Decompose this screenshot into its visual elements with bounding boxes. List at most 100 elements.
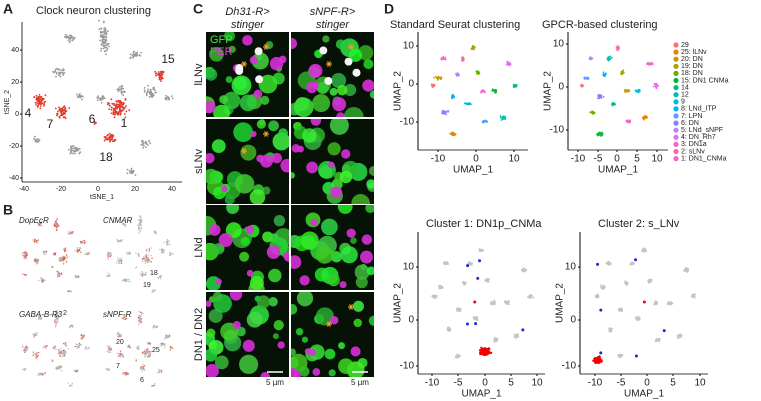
cell-point (71, 384, 73, 387)
cell-point (490, 300, 493, 303)
cell-point (137, 345, 139, 347)
cell-point (64, 350, 67, 352)
cell-point (41, 317, 43, 319)
cell-point (59, 347, 62, 350)
cell-point (124, 278, 127, 281)
cell-point (58, 117, 61, 119)
cell-point (108, 102, 111, 105)
cell-point (114, 111, 117, 114)
cell-point (483, 120, 486, 123)
cell-point (76, 275, 78, 277)
cell-point (118, 333, 121, 335)
cell-point (119, 85, 121, 88)
cell-point (444, 58, 447, 61)
cell-point (136, 54, 139, 57)
cell-point (129, 346, 131, 349)
x-tick-label: 40 (168, 186, 176, 193)
cell-point (138, 232, 140, 234)
cell-point (653, 303, 656, 306)
cell-point (34, 258, 36, 261)
highlight-cell (634, 258, 638, 262)
cell-point (113, 140, 115, 143)
gfp-cell (327, 274, 340, 287)
cell-point (64, 108, 66, 111)
cell-point (24, 256, 27, 258)
cell-point (53, 347, 56, 349)
cell-point (654, 301, 657, 304)
cell-point (65, 352, 67, 355)
gfp-cell (363, 59, 374, 70)
cell-point (123, 106, 126, 109)
cell-point (52, 359, 54, 362)
cell-point (472, 48, 475, 51)
cell-point (63, 69, 65, 72)
cell-point (108, 273, 110, 276)
highlight-cell (596, 262, 600, 266)
cell-point (83, 242, 86, 244)
cell-point (57, 314, 59, 316)
gfp-cell (258, 119, 266, 126)
cell-point (68, 232, 70, 234)
gfp-cell (206, 168, 219, 185)
legend-swatch (673, 77, 679, 84)
legend-label: 12 (681, 92, 689, 99)
cell-point (619, 354, 622, 357)
cell-point (617, 355, 620, 358)
cell-point (438, 284, 441, 287)
cell-point (139, 227, 141, 230)
cell-point (143, 91, 146, 93)
column-header: sNPF-R> (310, 6, 356, 18)
cell-point (103, 139, 106, 142)
cell-point (133, 50, 135, 53)
cell-point (115, 103, 118, 106)
cell-point (78, 249, 81, 252)
y-tick-label: -40 (9, 175, 19, 182)
cell-point (434, 75, 437, 78)
cell-point (72, 150, 75, 153)
cluster-label: 19 (143, 282, 151, 289)
cell-point (580, 85, 583, 88)
cell-point (161, 70, 164, 73)
cell-point (69, 152, 72, 155)
cell-point (140, 51, 143, 54)
cell-point (128, 345, 130, 348)
colocalized (324, 76, 333, 85)
per-cell (266, 245, 281, 259)
cell-point (80, 336, 82, 339)
cell-point (532, 296, 535, 299)
highlight-cell (662, 329, 666, 333)
y-tick-label: -10 (400, 117, 415, 128)
cell-point (159, 278, 162, 280)
per-cell (242, 35, 253, 46)
panel-label: D (384, 1, 394, 17)
x-tick-label: 0 (473, 154, 479, 165)
cell-point (143, 274, 145, 277)
cell-point (119, 334, 122, 336)
cell-point (56, 222, 58, 224)
cell-point (118, 88, 121, 91)
cell-point (456, 307, 459, 310)
cell-point (165, 334, 167, 337)
gfp-cell (293, 97, 314, 117)
cell-point (167, 97, 170, 99)
cell-point (76, 148, 79, 150)
cell-point (39, 373, 42, 375)
cell-point (55, 229, 58, 231)
cell-point (638, 89, 641, 92)
cell-point (148, 139, 151, 142)
cell-point (63, 259, 65, 261)
cell-point (504, 117, 507, 120)
cell-point (85, 346, 88, 348)
gfp-cell (296, 292, 314, 307)
cell-point (108, 367, 110, 370)
cell-point (108, 108, 111, 111)
cell-point (62, 255, 64, 258)
gfp-cell (262, 186, 271, 195)
cell-point (69, 327, 71, 329)
cell-point (118, 260, 121, 262)
highlight-cell (466, 264, 470, 268)
cell-point (147, 260, 149, 263)
cell-point (120, 334, 123, 336)
cell-point (62, 349, 65, 352)
cell-point (589, 111, 592, 114)
